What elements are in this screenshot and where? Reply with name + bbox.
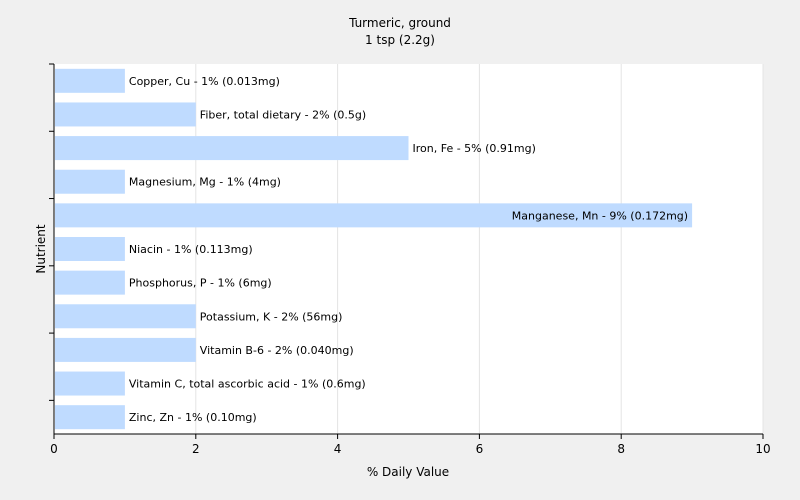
bar [55, 136, 409, 161]
bar-label: Manganese, Mn - 9% (0.172mg) [512, 209, 688, 222]
x-tick-label: 2 [192, 442, 200, 456]
bar [55, 169, 125, 194]
chart-title: Turmeric, ground [348, 16, 451, 30]
bar-labels: Copper, Cu - 1% (0.013mg) Fiber, total di… [129, 75, 688, 424]
x-tick-label: 8 [617, 442, 625, 456]
bar-label: Vitamin B-6 - 2% (0.040mg) [200, 344, 354, 357]
bar-label: Copper, Cu - 1% (0.013mg) [129, 75, 280, 88]
x-tick-label: 6 [476, 442, 484, 456]
bar-label: Magnesium, Mg - 1% (4mg) [129, 176, 281, 189]
bar [55, 337, 196, 362]
bar-label: Zinc, Zn - 1% (0.10mg) [129, 411, 257, 424]
chart-subtitle: 1 tsp (2.2g) [365, 33, 435, 47]
bar [55, 102, 196, 127]
bars [55, 68, 693, 430]
x-axis-label: % Daily Value [367, 465, 449, 479]
bar [55, 68, 125, 93]
bar-label: Vitamin C, total ascorbic acid - 1% (0.6… [129, 378, 366, 391]
bar [55, 203, 693, 228]
x-tick-label: 4 [334, 442, 342, 456]
bar-label: Iron, Fe - 5% (0.91mg) [413, 142, 536, 155]
y-axis-ticks [49, 63, 54, 401]
bar [55, 371, 125, 396]
x-tick-label: 10 [755, 442, 770, 456]
bar-label: Fiber, total dietary - 2% (0.5g) [200, 108, 366, 121]
bar [55, 270, 125, 295]
bar-label: Potassium, K - 2% (56mg) [200, 310, 343, 323]
x-tick-label: 0 [50, 442, 58, 456]
bar [55, 304, 196, 329]
bar-label: Phosphorus, P - 1% (6mg) [129, 277, 272, 290]
bar [55, 237, 125, 261]
x-axis-ticks: 0 2 4 6 8 10 [50, 434, 771, 456]
bar-label: Niacin - 1% (0.113mg) [129, 243, 253, 256]
bar [55, 405, 125, 430]
y-axis-label: Nutrient [34, 224, 48, 274]
